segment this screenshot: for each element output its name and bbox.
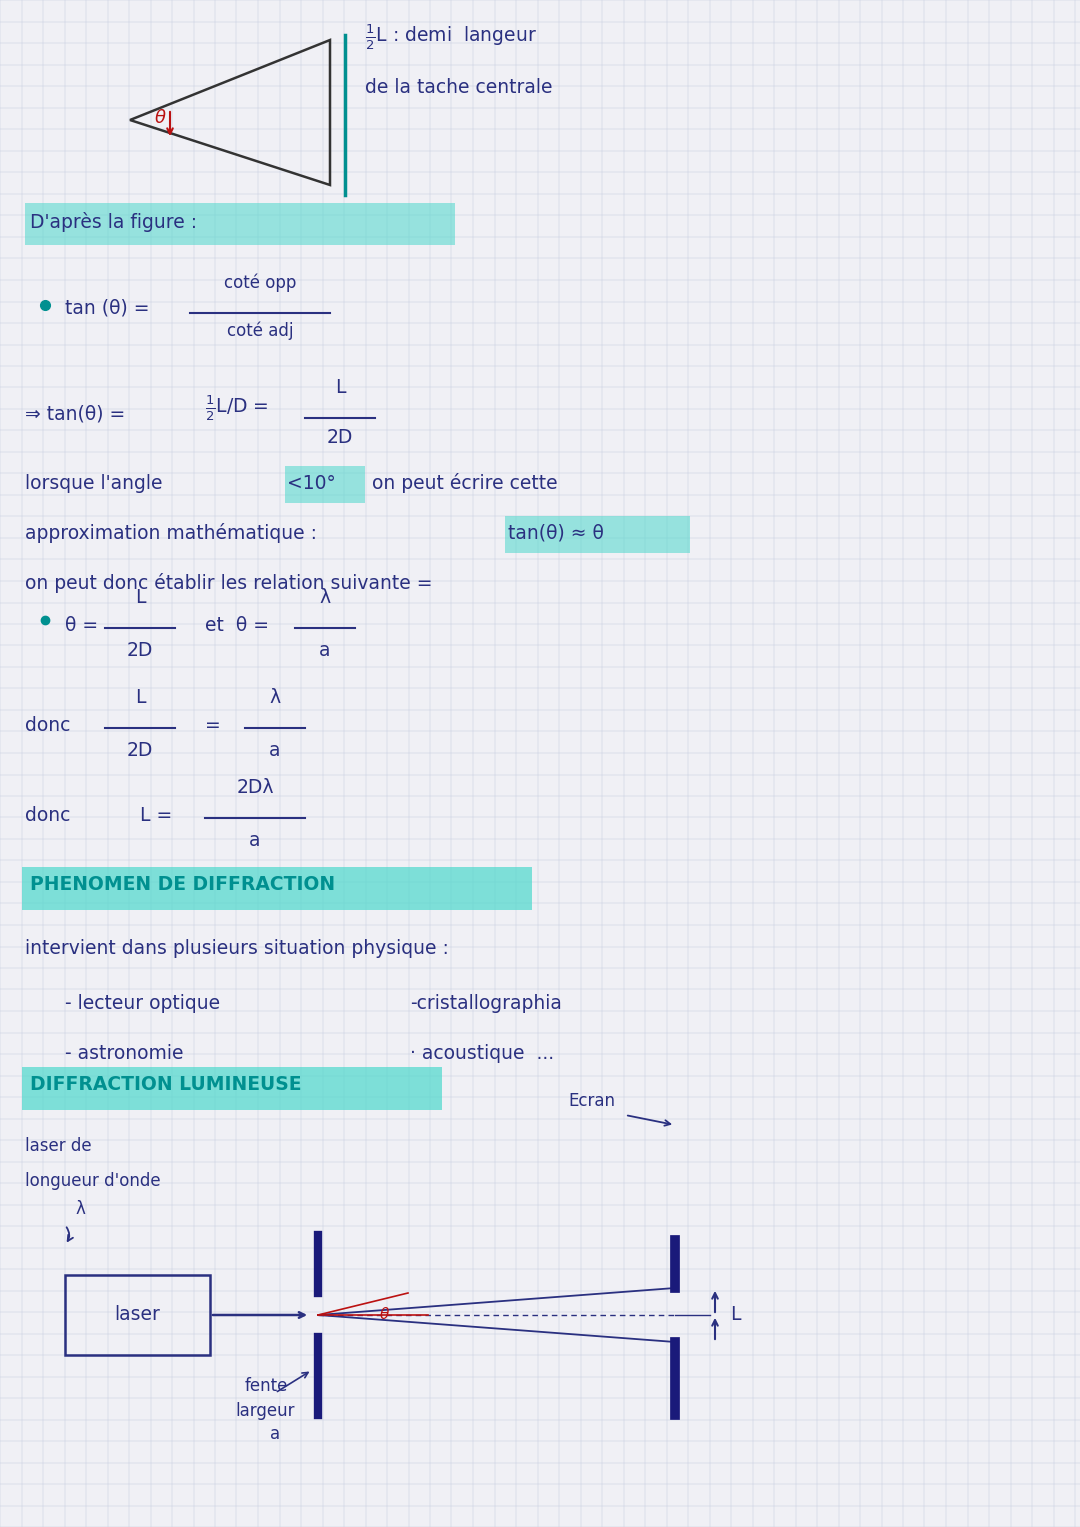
Text: D'après la figure :: D'après la figure :	[30, 212, 198, 232]
Text: L: L	[730, 1306, 741, 1324]
Text: <10°: <10°	[287, 473, 336, 493]
Text: coté opp: coté opp	[224, 273, 296, 292]
Text: L: L	[135, 588, 145, 608]
Text: $\frac{1}{2}$L : demi  langeur: $\frac{1}{2}$L : demi langeur	[365, 23, 537, 52]
Text: a: a	[269, 741, 281, 760]
Text: approximation mathématique :: approximation mathématique :	[25, 524, 318, 544]
Text: ⇒ tan(θ) =: ⇒ tan(θ) =	[25, 405, 125, 423]
Text: L =: L =	[140, 806, 172, 825]
Text: tan(θ) ≈ θ: tan(θ) ≈ θ	[508, 524, 604, 544]
Text: Ecran: Ecran	[568, 1092, 615, 1110]
Text: PHENOMEN DE DIFFRACTION: PHENOMEN DE DIFFRACTION	[30, 875, 335, 893]
Text: on peut écrire cette: on peut écrire cette	[372, 473, 557, 493]
Text: laser: laser	[114, 1306, 161, 1324]
Text: $\frac{1}{2}$L/D =: $\frac{1}{2}$L/D =	[205, 394, 269, 423]
Text: - lecteur optique: - lecteur optique	[65, 994, 220, 1012]
FancyBboxPatch shape	[505, 516, 690, 553]
Text: donc: donc	[25, 806, 70, 825]
FancyBboxPatch shape	[25, 203, 455, 244]
Text: on peut donc établir les relation suivante =: on peut donc établir les relation suivan…	[25, 573, 432, 592]
Text: 2D: 2D	[327, 428, 353, 447]
Text: 2D: 2D	[126, 641, 153, 660]
Text: L: L	[135, 689, 145, 707]
Text: coté adj: coté adj	[227, 322, 294, 341]
Text: fente: fente	[245, 1377, 288, 1396]
Text: intervient dans plusieurs situation physique :: intervient dans plusieurs situation phys…	[25, 939, 449, 957]
Text: largeur: largeur	[235, 1402, 295, 1420]
Text: a: a	[249, 831, 260, 851]
Text: L: L	[335, 379, 346, 397]
Text: - astronomie: - astronomie	[65, 1044, 184, 1063]
Text: θ: θ	[156, 108, 166, 127]
Text: donc: donc	[25, 716, 70, 734]
Text: a: a	[270, 1425, 280, 1443]
Text: · acoustique  ...: · acoustique ...	[410, 1044, 554, 1063]
FancyBboxPatch shape	[285, 466, 365, 502]
Text: longueur d'onde: longueur d'onde	[25, 1173, 161, 1190]
Text: et  θ =: et θ =	[205, 615, 269, 635]
Text: lorsque l'angle: lorsque l'angle	[25, 473, 162, 493]
Text: DIFFRACTION LUMINEUSE: DIFFRACTION LUMINEUSE	[30, 1075, 301, 1093]
FancyBboxPatch shape	[22, 867, 532, 910]
Text: λ: λ	[75, 1200, 85, 1219]
Text: de la tache centrale: de la tache centrale	[365, 78, 553, 98]
Text: θ =: θ =	[65, 615, 98, 635]
Text: =: =	[205, 716, 220, 734]
Text: laser de: laser de	[25, 1138, 92, 1154]
Text: 2Dλ: 2Dλ	[237, 777, 273, 797]
Text: λ: λ	[320, 588, 330, 608]
Bar	[65, 1275, 210, 1354]
Text: a: a	[320, 641, 330, 660]
Text: 2D: 2D	[126, 741, 153, 760]
Text: tan (θ) =: tan (θ) =	[65, 299, 149, 318]
FancyBboxPatch shape	[22, 1067, 442, 1110]
Text: λ: λ	[269, 689, 281, 707]
Text: -cristallographia: -cristallographia	[410, 994, 562, 1012]
Text: θ: θ	[380, 1307, 390, 1322]
